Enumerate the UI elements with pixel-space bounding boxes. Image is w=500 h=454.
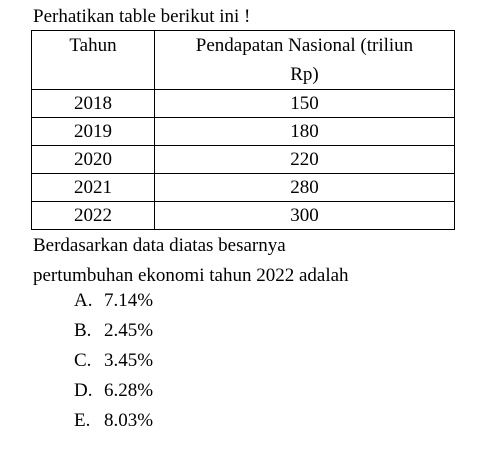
table-row: 2020 220	[31, 145, 455, 174]
option-letter: C.	[74, 350, 92, 371]
option-text: 6.28%	[104, 380, 154, 401]
cell-year: 2022	[31, 201, 155, 230]
option-e[interactable]: E. 8.03%	[74, 406, 153, 436]
option-letter: B.	[74, 320, 92, 341]
table-row: 2021 280	[31, 173, 455, 202]
header-year: Tahun	[31, 30, 155, 90]
header-income-line1: Pendapatan Nasional (triliun	[195, 35, 414, 56]
income-table: Tahun Pendapatan Nasional (triliun Rp) 2…	[31, 30, 455, 230]
header-income-line2: Rp)	[290, 64, 319, 85]
cell-value: 280	[154, 173, 455, 202]
question-line1: Berdasarkan data diatas besarnya	[33, 235, 286, 256]
cell-year: 2019	[31, 117, 155, 146]
cell-value: 300	[154, 201, 455, 230]
option-c[interactable]: C. 3.45%	[74, 346, 153, 376]
header-income: Pendapatan Nasional (triliun Rp)	[154, 30, 455, 90]
option-text: 2.45%	[104, 320, 154, 341]
option-text: 8.03%	[104, 410, 154, 431]
option-letter: D.	[74, 380, 93, 401]
cell-year: 2018	[31, 89, 155, 118]
cell-value: 150	[154, 89, 455, 118]
cell-value: 180	[154, 117, 455, 146]
option-letter: A.	[74, 290, 93, 311]
question-line2: pertumbuhan ekonomi tahun 2022 adalah	[33, 265, 349, 286]
option-b[interactable]: B. 2.45%	[74, 316, 153, 346]
table-row: 2022 300	[31, 201, 455, 230]
cell-year: 2020	[31, 145, 155, 174]
table-row: 2018 150	[31, 89, 455, 118]
option-letter: E.	[74, 410, 91, 431]
question-text: Berdasarkan data diatas besarnya pertumb…	[33, 231, 473, 291]
intro-text: Perhatikan table berikut ini !	[33, 6, 251, 27]
cell-year: 2021	[31, 173, 155, 202]
option-d[interactable]: D. 6.28%	[74, 376, 153, 406]
answer-options: A. 7.14% B. 2.45% C. 3.45% D. 6.28% E. 8.03%	[74, 286, 153, 436]
table-row: 2019 180	[31, 117, 455, 146]
table-header-row: Tahun Pendapatan Nasional (triliun Rp)	[31, 30, 455, 90]
option-a[interactable]: A. 7.14%	[74, 286, 153, 316]
option-text: 3.45%	[104, 350, 154, 371]
cell-value: 220	[154, 145, 455, 174]
option-text: 7.14%	[104, 290, 154, 311]
